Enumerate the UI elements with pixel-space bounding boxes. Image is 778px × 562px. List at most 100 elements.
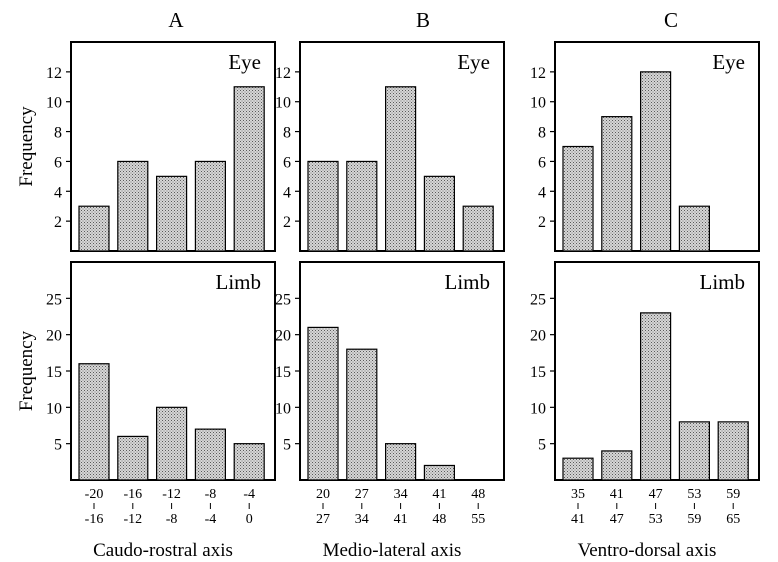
y-tick-label: 5 bbox=[538, 437, 546, 454]
x-tick-label: 41 bbox=[432, 487, 446, 502]
x-tick-label: -4 bbox=[205, 512, 217, 527]
x-tick-label: 53 bbox=[687, 487, 701, 502]
y-tick-label: 15 bbox=[275, 364, 291, 381]
panel-B-eye: 2 4 6 8 10 12 Eye bbox=[275, 41, 505, 252]
y-tick-label: 6 bbox=[538, 154, 546, 171]
x-tick-label: 59 bbox=[687, 512, 701, 527]
bar bbox=[601, 116, 633, 252]
x-axis-title: Caudo-rostral axis bbox=[93, 540, 233, 561]
y-tick-label: 20 bbox=[275, 328, 291, 345]
x-tick-label: -20 bbox=[85, 487, 104, 502]
panel-label: Eye bbox=[228, 50, 261, 74]
y-tick-label: 4 bbox=[54, 184, 62, 201]
y-tick-label: 2 bbox=[283, 214, 291, 231]
x-tick-label: 55 bbox=[471, 512, 485, 527]
bar bbox=[717, 421, 749, 481]
y-tick-label: 12 bbox=[46, 65, 62, 82]
y-tick-label: 2 bbox=[54, 214, 62, 231]
bar bbox=[156, 175, 188, 252]
bar bbox=[562, 145, 594, 252]
x-tick-label: 27 bbox=[355, 487, 369, 502]
y-tick-label: 8 bbox=[538, 125, 546, 142]
y-tick-label: 5 bbox=[283, 437, 291, 454]
x-tick-label: -8 bbox=[205, 487, 217, 502]
y-tick-label: 10 bbox=[275, 95, 291, 112]
x-tick-label: 53 bbox=[649, 512, 663, 527]
bar bbox=[156, 406, 188, 481]
bar bbox=[194, 428, 226, 481]
y-tick-label: 10 bbox=[530, 400, 546, 417]
y-tick-label: 10 bbox=[275, 400, 291, 417]
x-tick-label: 48 bbox=[432, 512, 446, 527]
x-tick-label: -12 bbox=[162, 487, 181, 502]
bar bbox=[639, 71, 672, 252]
x-tick-label: -4 bbox=[243, 487, 255, 502]
x-axis-title: Ventro-dorsal axis bbox=[578, 540, 717, 561]
x-tick-label: 41 bbox=[571, 512, 585, 527]
x-tick-label: -8 bbox=[166, 512, 178, 527]
bar bbox=[423, 175, 455, 252]
panel-label: Limb bbox=[445, 270, 491, 294]
x-tick-label: 34 bbox=[394, 487, 408, 502]
y-tick-label: 15 bbox=[530, 364, 546, 381]
y-tick-label: 4 bbox=[283, 184, 291, 201]
y-axis-title: Frequency bbox=[16, 106, 37, 187]
bar bbox=[639, 312, 672, 481]
bar bbox=[194, 160, 226, 252]
bar bbox=[346, 348, 378, 481]
panel-C-limb: 5 10 15 20 25 Limb 35 41 41 47 47 53 53 59 59 65 Ventro-… bbox=[530, 261, 760, 561]
y-axis-title: Frequency bbox=[16, 330, 37, 411]
x-tick-label: -16 bbox=[85, 512, 104, 527]
bar bbox=[233, 86, 265, 252]
bar bbox=[423, 464, 455, 481]
bar bbox=[562, 457, 594, 481]
x-tick-label: 41 bbox=[610, 487, 624, 502]
x-tick-label: 0 bbox=[246, 512, 253, 527]
x-tick-label: 27 bbox=[316, 512, 330, 527]
y-tick-label: 12 bbox=[275, 65, 291, 82]
y-tick-label: 5 bbox=[54, 437, 62, 454]
bar bbox=[346, 160, 378, 252]
y-tick-label: 8 bbox=[283, 125, 291, 142]
bar bbox=[78, 205, 110, 252]
panel-A-eye: 2 4 6 8 10 12 Frequency Eye bbox=[16, 41, 276, 252]
panel-label: Eye bbox=[457, 50, 490, 74]
x-tick-label: 47 bbox=[649, 487, 663, 502]
y-tick-label: 10 bbox=[46, 95, 62, 112]
y-tick-label: 25 bbox=[530, 291, 546, 308]
y-tick-label: 25 bbox=[46, 291, 62, 308]
y-tick-label: 4 bbox=[538, 184, 546, 201]
bar bbox=[678, 421, 711, 481]
y-tick-label: 20 bbox=[46, 328, 62, 345]
panel-label: Limb bbox=[700, 270, 746, 294]
panel-A-limb: 5 10 15 20 25 Frequency Limb -20 -16 -16 -12 -12 -8 -… bbox=[16, 261, 276, 561]
column-label: C bbox=[664, 8, 678, 32]
x-tick-label: 59 bbox=[726, 487, 740, 502]
y-tick-label: 6 bbox=[54, 154, 62, 171]
x-tick-label: 65 bbox=[726, 512, 740, 527]
bar bbox=[385, 443, 417, 481]
x-tick-label: 41 bbox=[394, 512, 408, 527]
y-tick-label: 20 bbox=[530, 328, 546, 345]
panel-C-eye: 2 4 6 8 10 12 Eye bbox=[530, 41, 760, 252]
y-tick-label: 6 bbox=[283, 154, 291, 171]
x-axis-title: Medio-lateral axis bbox=[323, 540, 462, 561]
y-tick-label: 10 bbox=[46, 400, 62, 417]
bar bbox=[117, 435, 149, 481]
y-tick-label: 2 bbox=[538, 214, 546, 231]
x-tick-label: 35 bbox=[571, 487, 585, 502]
x-tick-label: -12 bbox=[123, 512, 142, 527]
bar bbox=[307, 326, 339, 481]
y-tick-label: 15 bbox=[46, 364, 62, 381]
y-tick-label: 10 bbox=[530, 95, 546, 112]
column-label: A bbox=[168, 8, 184, 32]
y-tick-label: 12 bbox=[530, 65, 546, 82]
bar bbox=[462, 205, 494, 252]
panel-label: Eye bbox=[712, 50, 745, 74]
panel-label: Limb bbox=[216, 270, 262, 294]
bar bbox=[117, 160, 149, 252]
panel-B-limb: 5 10 15 20 25 Limb 20 27 27 34 34 41 41 48 48 55 Medio-l… bbox=[275, 261, 505, 561]
y-tick-label: 8 bbox=[54, 125, 62, 142]
bar bbox=[678, 205, 711, 252]
